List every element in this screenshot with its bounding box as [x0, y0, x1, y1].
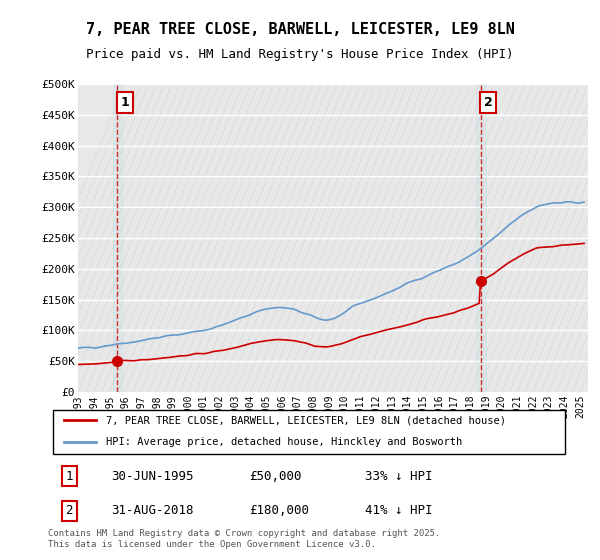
Bar: [113, 84, 122, 392]
Text: 7, PEAR TREE CLOSE, BARWELL, LEICESTER, LE9 8LN: 7, PEAR TREE CLOSE, BARWELL, LEICESTER, …: [86, 22, 514, 38]
Text: 2: 2: [65, 505, 73, 517]
Text: 1: 1: [121, 96, 129, 109]
Text: 41% ↓ HPI: 41% ↓ HPI: [365, 505, 432, 517]
Text: £50,000: £50,000: [248, 469, 301, 483]
FancyBboxPatch shape: [53, 409, 565, 454]
Text: 30-JUN-1995: 30-JUN-1995: [112, 469, 194, 483]
Text: 1: 1: [65, 469, 73, 483]
Bar: [476, 84, 485, 392]
Text: Price paid vs. HM Land Registry's House Price Index (HPI): Price paid vs. HM Land Registry's House …: [86, 48, 514, 60]
Text: Contains HM Land Registry data © Crown copyright and database right 2025.
This d: Contains HM Land Registry data © Crown c…: [48, 529, 440, 549]
Text: 33% ↓ HPI: 33% ↓ HPI: [365, 469, 432, 483]
Text: 2: 2: [484, 96, 493, 109]
Text: 31-AUG-2018: 31-AUG-2018: [112, 505, 194, 517]
Text: HPI: Average price, detached house, Hinckley and Bosworth: HPI: Average price, detached house, Hinc…: [106, 437, 463, 447]
Text: 7, PEAR TREE CLOSE, BARWELL, LEICESTER, LE9 8LN (detached house): 7, PEAR TREE CLOSE, BARWELL, LEICESTER, …: [106, 415, 506, 425]
Text: £180,000: £180,000: [248, 505, 308, 517]
